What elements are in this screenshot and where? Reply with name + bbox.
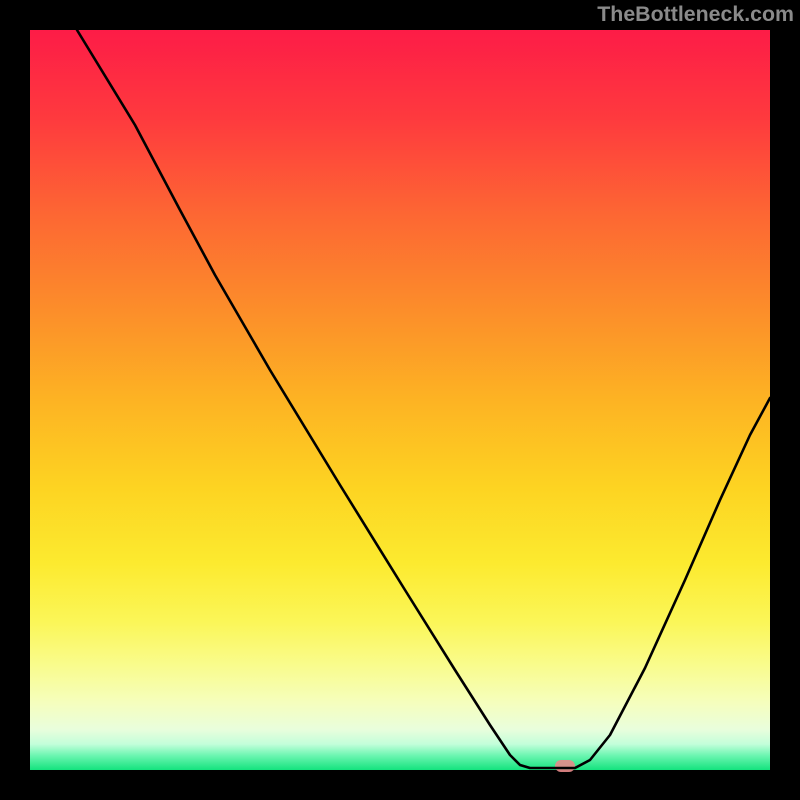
bottleneck-chart — [0, 0, 800, 800]
chart-container: { "watermark": { "text": "TheBottleneck.… — [0, 0, 800, 800]
minimum-marker — [555, 760, 575, 772]
plot-gradient-area — [30, 30, 770, 770]
watermark-text: TheBottleneck.com — [597, 2, 794, 27]
